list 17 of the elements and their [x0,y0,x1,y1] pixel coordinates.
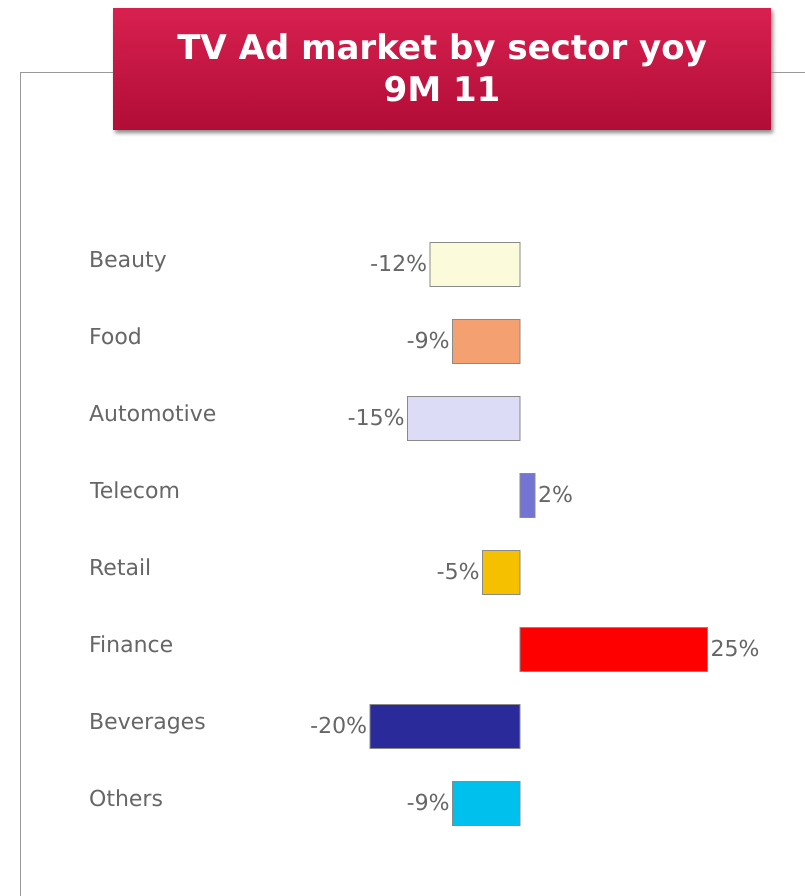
y-tick-label: Automotive [89,402,216,427]
chart-title: TV Ad market by sector yoy 9M 11 [113,8,771,130]
y-tick-label: Finance [89,633,174,658]
data-label: 2% [538,482,573,508]
data-label: -15% [348,406,404,432]
y-tick-label: Beverages [89,710,206,735]
data-label: -20% [310,714,367,739]
data-label: -5% [436,560,480,586]
y-tick-label: Others [89,787,163,812]
y-tick-label: Food [89,325,142,350]
data-label: 25% [710,637,760,662]
data-label: -9% [406,791,450,816]
y-tick-label: Retail [89,556,152,581]
y-tick-label: Beauty [89,248,167,273]
data-label: -12% [370,252,427,277]
data-label: -9% [406,329,450,354]
y-tick-label: Telecom [89,479,180,504]
